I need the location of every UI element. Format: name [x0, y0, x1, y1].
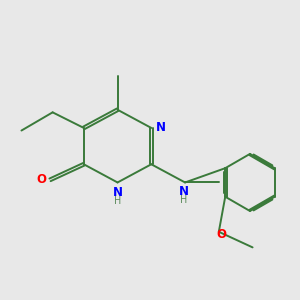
Text: N: N: [112, 186, 122, 199]
Text: O: O: [36, 173, 46, 186]
Text: O: O: [216, 228, 226, 241]
Text: N: N: [155, 122, 165, 134]
Text: H: H: [180, 195, 188, 205]
Text: N: N: [179, 185, 189, 198]
Text: H: H: [114, 196, 121, 206]
